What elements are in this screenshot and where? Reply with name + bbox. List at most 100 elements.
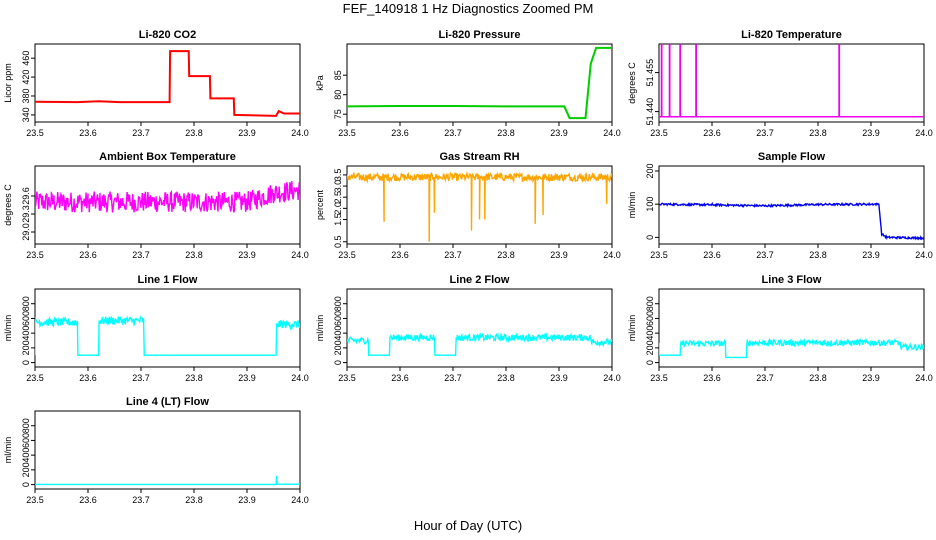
x-tick-label: 24.0 xyxy=(915,373,933,383)
x-tick-label: 24.0 xyxy=(603,250,621,260)
data-layer xyxy=(35,181,300,214)
panel-title: Line 4 (LT) Flow xyxy=(126,396,209,408)
y-tick-label: 600 xyxy=(21,311,31,326)
y-tick-label: 400 xyxy=(333,326,343,341)
panel-title: Ambient Box Temperature xyxy=(99,151,236,163)
x-tick-label: 23.7 xyxy=(132,128,150,138)
series-line xyxy=(347,170,612,242)
y-axis-label: kPa xyxy=(315,75,325,91)
y-tick-label: 51.455 xyxy=(645,59,655,87)
x-tick-label: 23.9 xyxy=(550,373,568,383)
x-tick-label: 23.7 xyxy=(756,250,774,260)
y-tick-label: 380 xyxy=(21,88,31,103)
x-tick-label: 24.0 xyxy=(291,495,309,505)
x-tick-label: 23.7 xyxy=(132,373,150,383)
data-layer xyxy=(35,50,300,117)
y-tick-label: 85 xyxy=(333,70,343,80)
plot-frame xyxy=(346,43,613,123)
series-line xyxy=(659,201,924,241)
panel-title: Li-820 Pressure xyxy=(439,29,521,41)
x-tick-label: 23.8 xyxy=(809,373,827,383)
y-tick-label: 2.0 xyxy=(333,202,343,215)
x-tick-label: 23.5 xyxy=(338,128,356,138)
y-tick-label: 80 xyxy=(333,90,343,100)
x-tick-label: 23.9 xyxy=(550,128,568,138)
x-tick-label: 23.7 xyxy=(444,373,462,383)
y-tick-label: 340 xyxy=(21,107,31,122)
x-tick-label: 23.5 xyxy=(338,373,356,383)
panel-title: Gas Stream RH xyxy=(439,151,519,163)
y-tick-label: 200 xyxy=(645,163,655,178)
x-tick-label: 23.7 xyxy=(756,128,774,138)
panel-title: Line 2 Flow xyxy=(450,274,510,286)
y-tick-label: 51.440 xyxy=(645,98,655,126)
x-tick-label: 23.5 xyxy=(26,373,44,383)
chart-panel-10: Line 4 (LT) Flow 23.5 23.6 23.7 23.8 23.9 24.0… xyxy=(3,396,309,505)
data-layer xyxy=(347,332,612,356)
y-tick-label: 800 xyxy=(21,296,31,311)
chart-panel-4: Ambient Box Temperature 23.5 23.6 23.7 23.8 2… xyxy=(3,151,309,260)
y-tick-label: 0 xyxy=(21,360,31,365)
y-tick-label: 100 xyxy=(645,197,655,212)
y-axis-label: ml/min xyxy=(315,315,325,342)
x-tick-label: 23.6 xyxy=(79,373,97,383)
y-tick-label: 0 xyxy=(645,360,655,365)
x-tick-label: 23.7 xyxy=(444,250,462,260)
chart-panel-6: Sample Flow 23.5 23.6 23.7 23.8 23.9 24.0 0 100 2… xyxy=(627,151,933,260)
x-tick-label: 24.0 xyxy=(603,128,621,138)
chart-panel-2: Li-820 Pressure 23.5 23.6 23.7 23.8 23.9 24.0 7… xyxy=(315,29,621,138)
y-tick-label: 3.5 xyxy=(333,169,343,182)
plot-frame xyxy=(658,165,925,245)
y-tick-label: 29.3 xyxy=(21,205,31,223)
x-tick-label: 23.9 xyxy=(862,128,880,138)
x-tick-label: 23.8 xyxy=(809,250,827,260)
series-line xyxy=(347,332,612,356)
plot-frame xyxy=(658,288,925,368)
y-tick-label: 200 xyxy=(21,340,31,355)
series-line xyxy=(347,46,612,120)
panel-title: Line 1 Flow xyxy=(138,274,198,286)
y-axis-label: ml/min xyxy=(3,315,13,342)
panel-title: Li-820 Temperature xyxy=(741,29,842,41)
x-tick-label: 23.6 xyxy=(391,373,409,383)
chart-panel-7: Line 1 Flow 23.5 23.6 23.7 23.8 23.9 24.0 0 2004… xyxy=(3,274,309,383)
y-tick-label: 0 xyxy=(21,482,31,487)
chart-panel-1: Li-820 CO2 23.5 23.6 23.7 23.8 23.9 24.0 340 380… xyxy=(3,29,309,138)
y-tick-label: 800 xyxy=(645,296,655,311)
y-axis-label: percent xyxy=(315,189,325,220)
x-tick-label: 23.9 xyxy=(862,250,880,260)
x-tick-label: 23.6 xyxy=(391,128,409,138)
y-tick-label: 400 xyxy=(21,326,31,341)
x-tick-label: 23.7 xyxy=(132,250,150,260)
x-tick-label: 24.0 xyxy=(603,373,621,383)
x-tick-label: 23.6 xyxy=(391,250,409,260)
series-line xyxy=(35,50,300,117)
x-tick-label: 23.6 xyxy=(79,495,97,505)
x-tick-label: 23.5 xyxy=(650,250,668,260)
series-line xyxy=(35,475,300,486)
x-tick-label: 23.7 xyxy=(444,128,462,138)
x-tick-label: 23.9 xyxy=(862,373,880,383)
y-tick-label: 75 xyxy=(333,109,343,119)
y-tick-label: 3.0 xyxy=(333,180,343,193)
data-layer xyxy=(659,337,924,359)
y-tick-label: 1.5 xyxy=(333,213,343,226)
y-tick-label: 29.0 xyxy=(21,223,31,241)
y-tick-label: 0.5 xyxy=(333,236,343,249)
panel-title: Li-820 CO2 xyxy=(139,29,196,41)
x-tick-label: 23.9 xyxy=(238,373,256,383)
x-tick-label: 23.6 xyxy=(703,250,721,260)
chart-panel-3: Li-820 Temperature 23.5 23.6 23.7 23.8 23.9 24… xyxy=(627,29,933,138)
x-tick-label: 24.0 xyxy=(291,373,309,383)
chart-panel-8: Line 2 Flow 23.5 23.6 23.7 23.8 23.9 24.0 0 2004… xyxy=(315,274,621,383)
y-tick-label: 400 xyxy=(645,326,655,341)
figure-title: FEF_140918 1 Hz Diagnostics Zoomed PM xyxy=(342,1,594,16)
panel-title: Sample Flow xyxy=(758,151,826,163)
x-tick-label: 23.8 xyxy=(809,128,827,138)
x-tick-label: 23.5 xyxy=(650,373,668,383)
y-axis-label: Licor ppm xyxy=(3,63,13,103)
y-axis-label: degrees C xyxy=(3,184,13,226)
y-tick-label: 200 xyxy=(645,340,655,355)
y-tick-label: 600 xyxy=(21,433,31,448)
